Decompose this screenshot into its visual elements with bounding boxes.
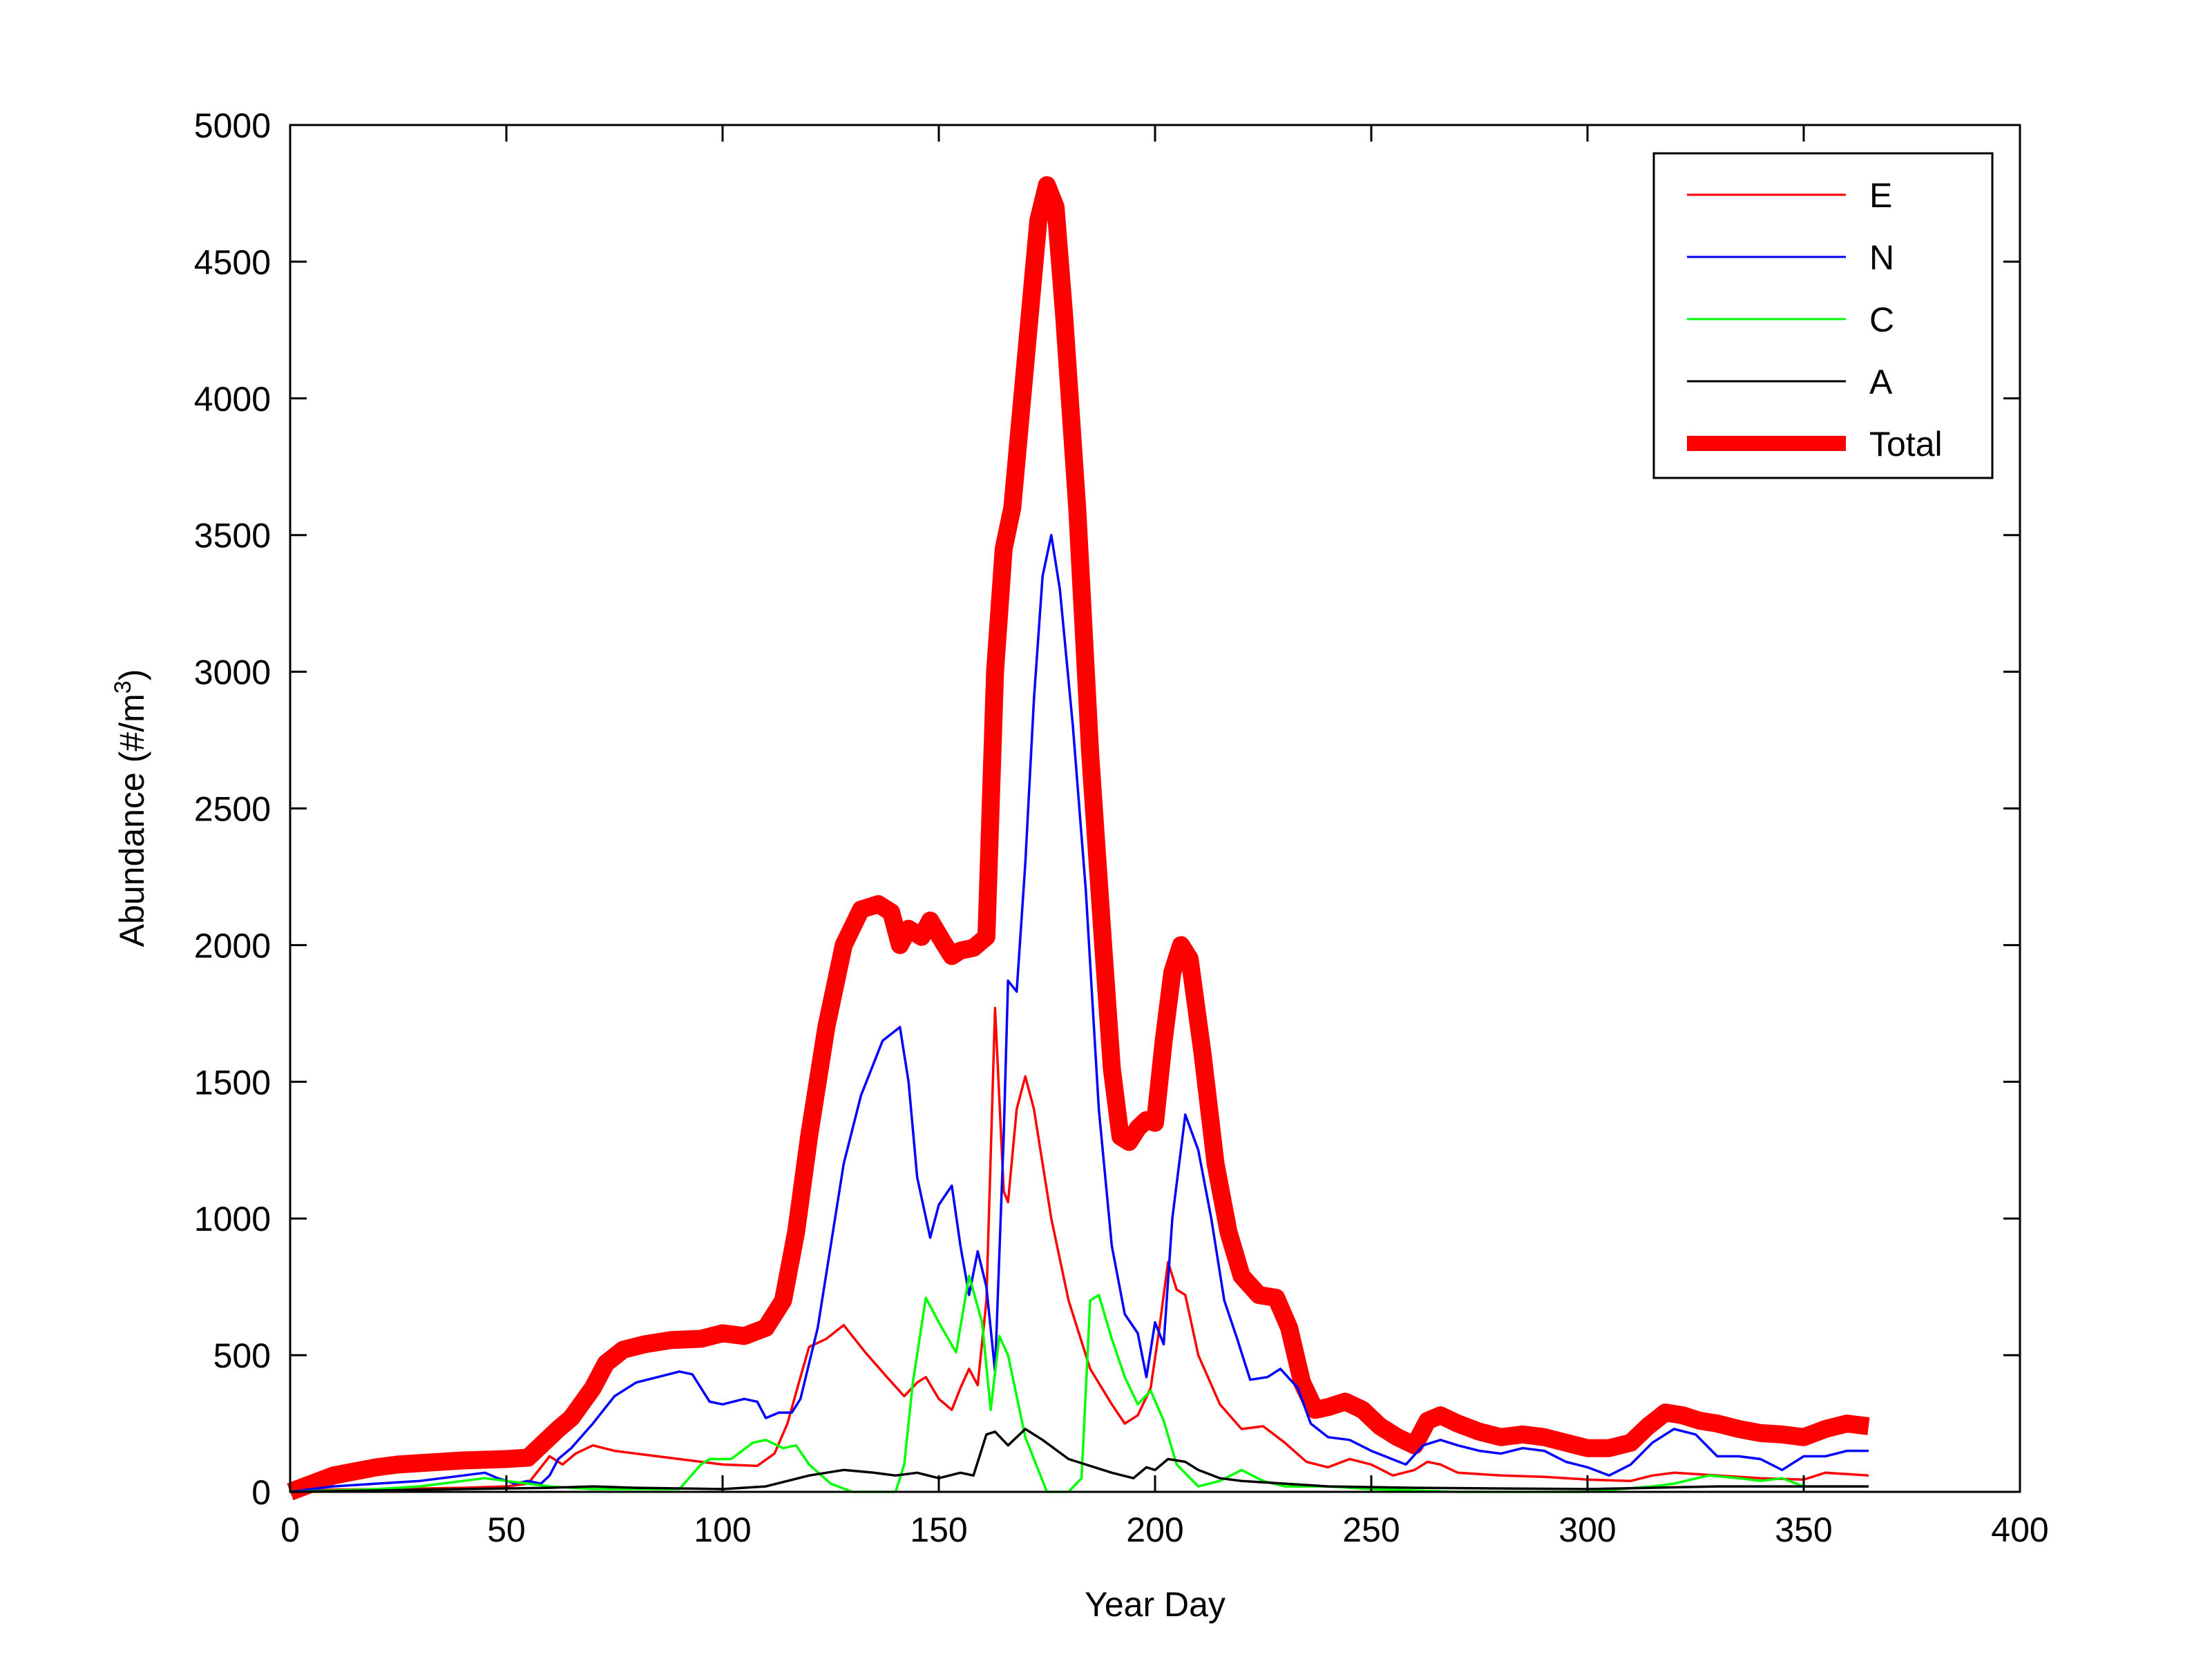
legend-box (1652, 152, 1994, 479)
legend-label-e: E (1869, 176, 1892, 215)
y-axis-label-main: Abundance (#/m (113, 693, 151, 947)
y-tick-label: 500 (213, 1336, 271, 1375)
y-tick-label: 2000 (194, 926, 271, 965)
legend-label-c: C (1869, 300, 1894, 339)
y-tick-label: 1500 (194, 1063, 271, 1102)
y-tick-label: 4500 (194, 243, 271, 282)
x-tick-label: 200 (1126, 1511, 1183, 1549)
x-tick-label: 150 (910, 1511, 967, 1549)
series-line-total (287, 176, 1870, 1501)
y-tick-label: 5000 (194, 106, 271, 145)
y-tick-label: 1000 (194, 1200, 271, 1238)
legend-label-total: Total (1869, 425, 1943, 463)
legend-label-n: N (1869, 238, 1894, 277)
x-tick-label: 300 (1558, 1511, 1616, 1549)
y-tick-label: 3000 (194, 653, 271, 692)
ticks-layer: 0 50 100 150 200 250 300 350 4000500100015002000… (194, 106, 2049, 1549)
series-line-e (289, 1006, 1869, 1493)
x-tick-label: 0 (280, 1511, 300, 1549)
x-tick-label: 100 (694, 1511, 751, 1549)
x-tick-label: 250 (1342, 1511, 1400, 1549)
x-axis-label: Year Day (1085, 1585, 1226, 1624)
y-axis-label-end: ) (113, 669, 151, 681)
x-tick-label: 400 (1991, 1511, 2048, 1549)
y-tick-label: 2500 (194, 790, 271, 829)
x-tick-label: 350 (1775, 1511, 1832, 1549)
series-line-a (289, 1428, 1869, 1493)
legend-label-a: A (1869, 363, 1893, 401)
y-axis-label: Abundance (#/m3) (110, 669, 151, 947)
y-tick-label: 4000 (194, 380, 271, 419)
series-layer (287, 176, 1870, 1501)
y-axis-label-superscript: 3 (110, 680, 136, 693)
series-line-n (289, 533, 1869, 1493)
series-line-c (289, 1274, 1869, 1493)
y-tick-label: 3500 (194, 517, 271, 555)
y-tick-label: 0 (251, 1473, 271, 1512)
x-tick-label: 50 (487, 1511, 526, 1549)
